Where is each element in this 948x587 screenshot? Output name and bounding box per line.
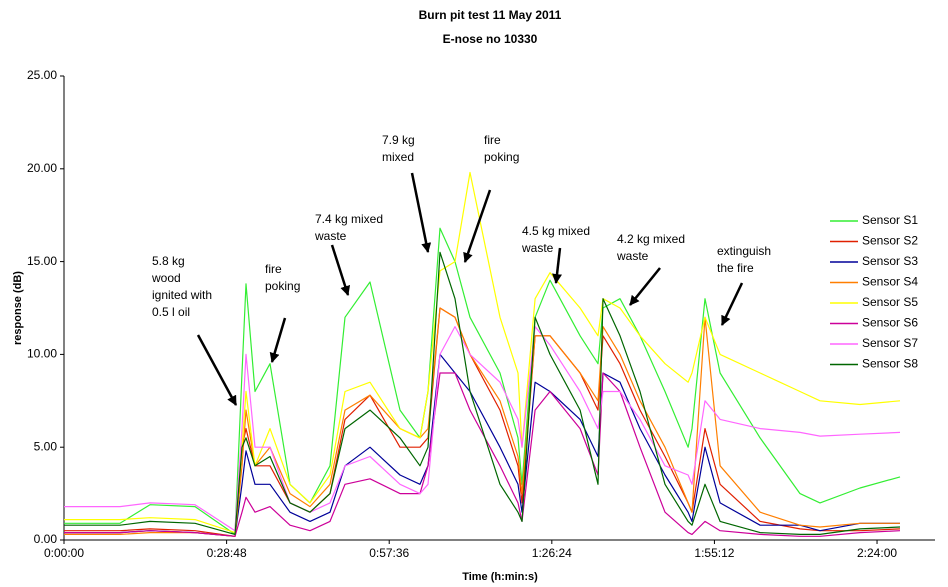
annotation-text: 7.4 kg mixed — [315, 212, 383, 226]
x-tick-label: 1:26:24 — [532, 546, 572, 560]
legend-label: Sensor S3 — [862, 254, 918, 268]
series-line — [64, 307, 901, 537]
legend-label: Sensor S1 — [862, 213, 918, 227]
annotation-arrow — [629, 267, 661, 306]
legend-label: Sensor S2 — [862, 234, 918, 248]
x-axis-label: Time (h:min:s) — [462, 571, 538, 583]
annotation-arrow — [330, 244, 351, 296]
annotation-text: waste — [616, 249, 649, 263]
y-tick-label: 20.00 — [27, 161, 57, 175]
series-line — [64, 307, 900, 537]
series-line — [64, 171, 901, 534]
annotation-text: the fire — [717, 261, 754, 275]
y-axis-label: response (dB) — [12, 271, 24, 345]
annotation-arrow — [269, 317, 287, 363]
annotation-arrow — [552, 247, 562, 284]
annotation-text: 7.9 kg — [382, 133, 415, 147]
annotation-arrow — [463, 189, 492, 263]
annotation-text: waste — [314, 229, 347, 243]
annotation-text: fire — [484, 133, 501, 147]
chart-title: Burn pit test 11 May 2011 — [419, 8, 562, 22]
legend-label: Sensor S5 — [862, 295, 918, 309]
x-tick-label: 2:24:00 — [857, 546, 897, 560]
annotation-text: 5.8 kg — [152, 254, 185, 268]
x-tick-label: 0:00:00 — [44, 546, 84, 560]
legend-label: Sensor S7 — [862, 336, 918, 350]
legend-label: Sensor S6 — [862, 316, 918, 330]
series-line — [64, 372, 901, 537]
annotation-arrow — [196, 334, 238, 406]
annotation-text: 4.5 kg mixed — [522, 224, 590, 238]
annotation-text: 0.5 l oil — [152, 305, 190, 319]
y-tick-label: 5.00 — [34, 439, 58, 453]
x-tick-label: 0:57:36 — [369, 546, 409, 560]
annotation-text: mixed — [382, 150, 414, 164]
y-tick-label: 15.00 — [27, 254, 57, 268]
annotation-text: poking — [484, 150, 519, 164]
x-tick-label: 0:28:48 — [207, 546, 247, 560]
annotation-arrow — [410, 172, 432, 253]
annotation-text: wood — [151, 271, 181, 285]
legend-label: Sensor S4 — [862, 275, 918, 289]
legend-label: Sensor S8 — [862, 357, 918, 371]
annotation-text: ignited with — [152, 288, 212, 302]
annotation-text: 4.2 kg mixed — [617, 232, 685, 246]
y-tick-label: 10.00 — [27, 347, 57, 361]
y-tick-label: 25.00 — [27, 68, 57, 82]
y-tick-label: 0.00 — [34, 532, 58, 546]
series-line — [64, 353, 900, 537]
series-line — [64, 227, 901, 536]
x-tick-label: 1:55:12 — [694, 546, 734, 560]
chart-subtitle: E-nose no 10330 — [443, 32, 538, 46]
annotation-text: poking — [265, 279, 300, 293]
annotation-arrow — [720, 282, 744, 326]
series-line — [64, 326, 901, 532]
annotation-text: waste — [521, 241, 554, 255]
annotation-text: extinguish — [717, 244, 771, 258]
series-line — [64, 251, 901, 536]
annotation-text: fire — [265, 262, 282, 276]
